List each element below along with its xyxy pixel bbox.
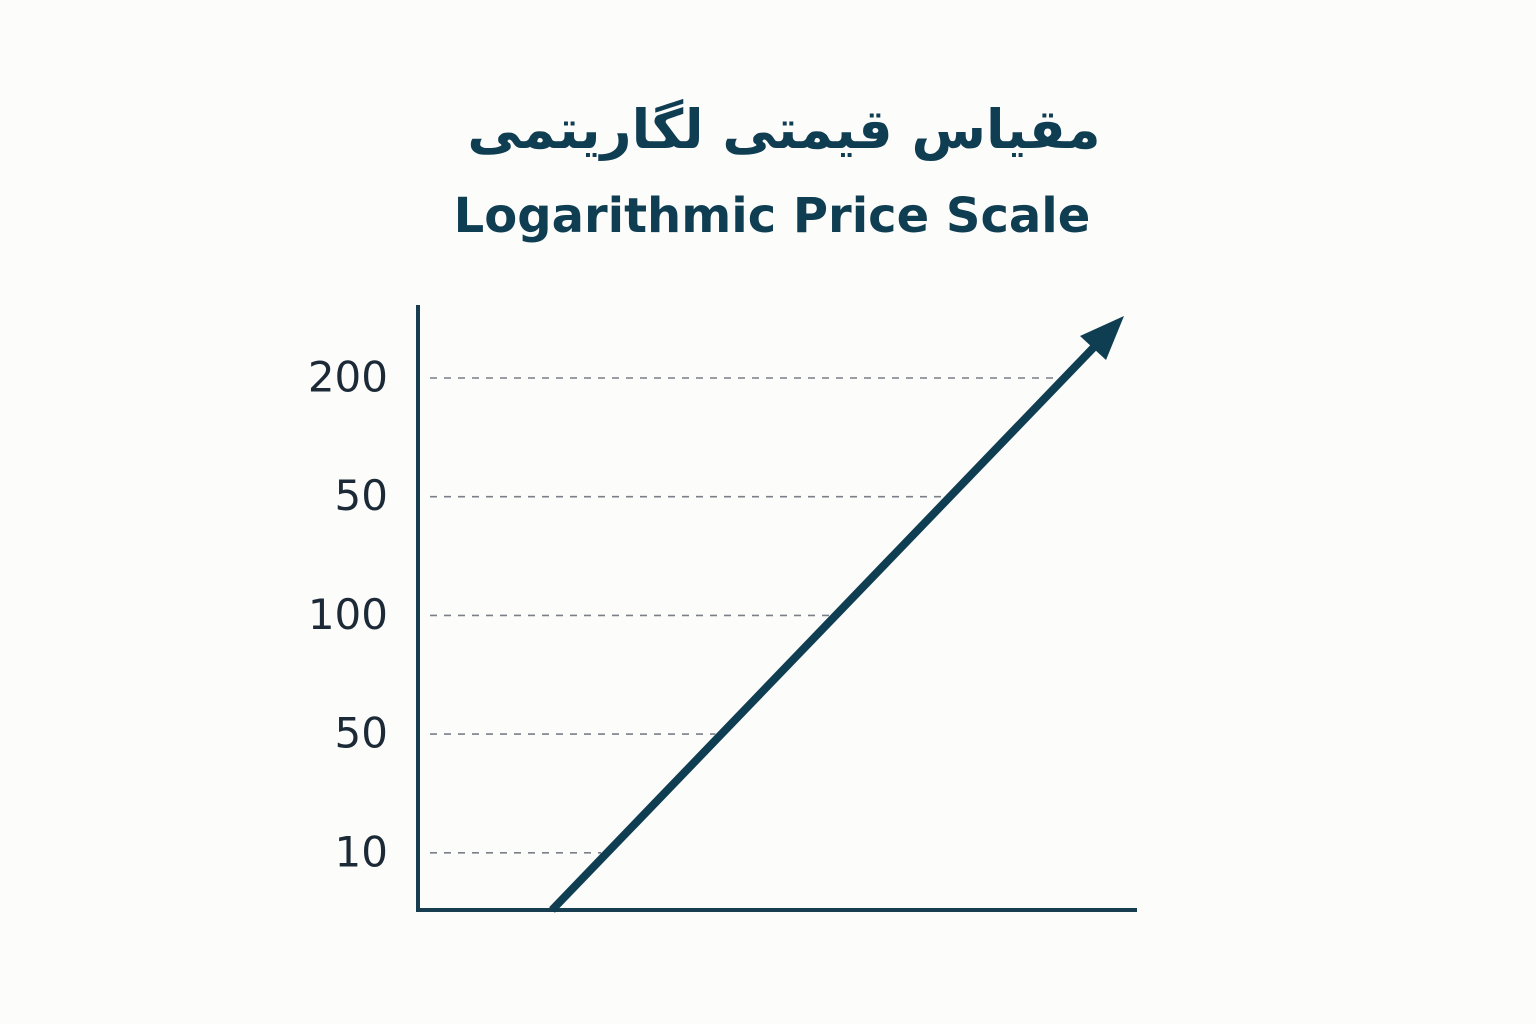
- trend-arrow-line: [549, 342, 1099, 913]
- y-tick-label: 100: [308, 590, 388, 639]
- trend-arrow-head: [1080, 316, 1124, 360]
- title: مقیاس قیمتی لگاریتمی: [467, 98, 1100, 161]
- y-tick-label: 50: [335, 709, 388, 758]
- y-tick-label: 10: [335, 827, 388, 876]
- y-tick-label: 200: [308, 353, 388, 402]
- subtitle: Logarithmic Price Scale: [454, 188, 1091, 244]
- grid: [430, 377, 1059, 854]
- y-tick-label: 50: [335, 471, 388, 520]
